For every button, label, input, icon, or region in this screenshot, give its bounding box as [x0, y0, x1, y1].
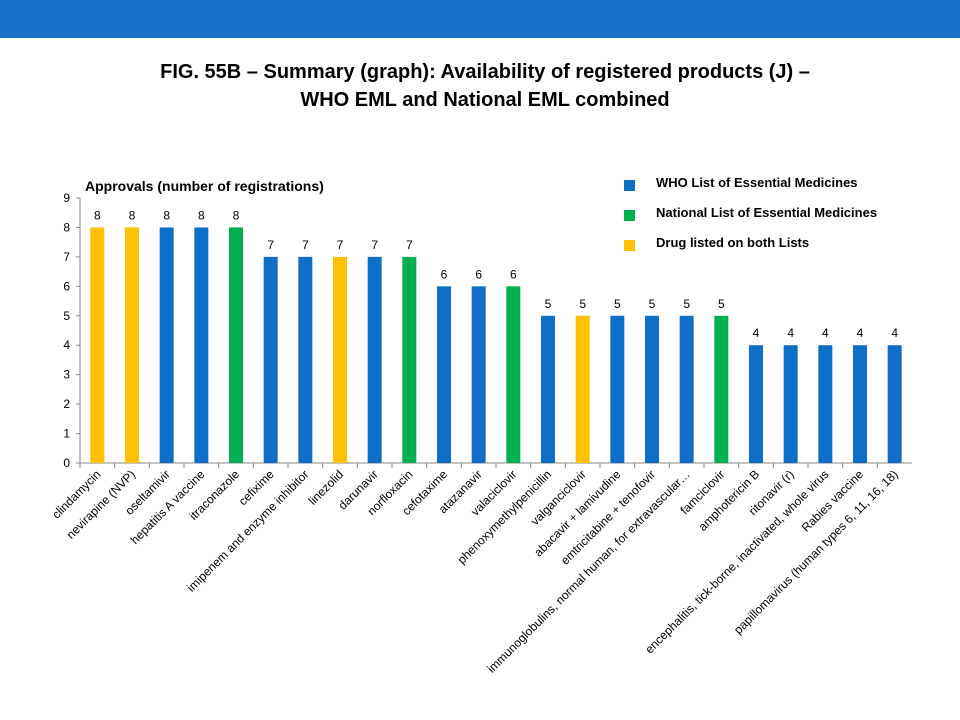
- legend-swatch: [624, 240, 635, 251]
- data-label: 5: [718, 297, 725, 311]
- x-tick-label: papillomavirus (human types 6, 11, 16, 1…: [731, 467, 901, 637]
- bar: [402, 256, 417, 463]
- bar: [818, 345, 833, 463]
- bar: [749, 345, 763, 463]
- data-label: 7: [267, 238, 274, 252]
- bar: [853, 345, 867, 463]
- data-label: 8: [94, 208, 101, 222]
- bar: [887, 345, 902, 463]
- legend-label: Drug listed on both Lists: [656, 235, 809, 250]
- data-label: 7: [371, 238, 378, 252]
- y-tick-label: 1: [63, 427, 70, 441]
- bar: [714, 315, 729, 463]
- data-label: 5: [579, 297, 586, 311]
- data-label: 5: [683, 297, 690, 311]
- bar: [333, 256, 347, 463]
- data-label: 5: [545, 297, 552, 311]
- data-label: 5: [614, 297, 621, 311]
- bar: [471, 286, 486, 463]
- y-tick-label: 7: [63, 250, 70, 264]
- legend-label: WHO List of Essential Medicines: [656, 175, 858, 190]
- bar: [367, 256, 382, 463]
- bar: [506, 286, 521, 463]
- data-label: 4: [857, 326, 864, 340]
- legend-swatch: [624, 180, 635, 191]
- data-label: 6: [441, 267, 448, 281]
- legend-label: National List of Essential Medicines: [656, 205, 877, 220]
- header-bar: [0, 0, 960, 38]
- bar: [159, 227, 174, 463]
- bar: [90, 227, 105, 463]
- data-label: 7: [302, 238, 309, 252]
- data-label: 4: [891, 326, 898, 340]
- x-tick-label: amphotericin B: [696, 467, 763, 534]
- legend-swatch: [624, 210, 635, 221]
- data-label: 7: [406, 238, 413, 252]
- y-tick-label: 6: [63, 279, 70, 293]
- data-label: 5: [649, 297, 656, 311]
- bar: [541, 315, 555, 463]
- bar: [298, 256, 313, 463]
- y-tick-label: 5: [63, 309, 70, 323]
- data-label: 4: [822, 326, 829, 340]
- y-tick-label: 3: [63, 368, 70, 382]
- bar: [125, 227, 139, 463]
- y-tick-label: 0: [63, 456, 70, 470]
- bar: [575, 315, 590, 463]
- y-tick-label: 4: [63, 338, 70, 352]
- data-label: 7: [337, 238, 344, 252]
- data-label: 4: [787, 326, 794, 340]
- data-label: 8: [163, 208, 170, 222]
- bar: [263, 256, 278, 463]
- data-label: 8: [198, 208, 205, 222]
- data-label: 8: [233, 208, 240, 222]
- bar: [194, 227, 209, 463]
- y-tick-label: 2: [63, 397, 70, 411]
- y-tick-label: 8: [63, 220, 70, 234]
- y-axis-label: Approvals (number of registrations): [85, 178, 324, 194]
- data-label: 4: [753, 326, 760, 340]
- bar: [610, 315, 625, 463]
- bar: [679, 315, 694, 463]
- bar: [783, 345, 798, 463]
- bar: [645, 315, 659, 463]
- data-label: 6: [510, 267, 517, 281]
- data-label: 8: [129, 208, 136, 222]
- data-label: 6: [475, 267, 482, 281]
- bar: [437, 286, 451, 463]
- bar: [229, 227, 243, 463]
- title-line: FIG. 55B – Summary (graph): Availability…: [160, 61, 810, 83]
- title-line: WHO EML and National EML combined: [300, 89, 669, 111]
- y-tick-label: 9: [63, 191, 70, 205]
